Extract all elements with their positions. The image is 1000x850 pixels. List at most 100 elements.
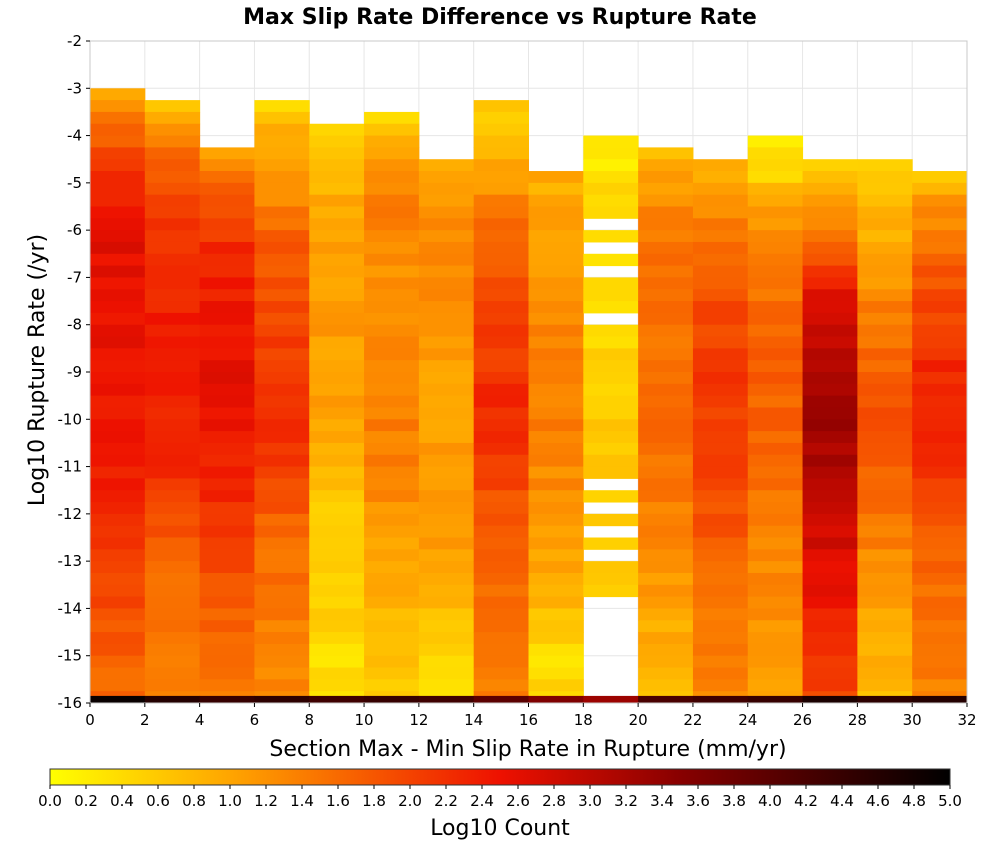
heatmap-cell [912,466,968,479]
heatmap-cell [364,194,420,207]
heatmap-cell [144,454,201,468]
heatmap-cell [309,643,365,657]
heatmap-cell [144,525,201,538]
heatmap-cell [199,643,255,657]
heatmap-cell [692,194,749,207]
heatmap-cell [473,466,529,479]
heatmap-cell [144,171,201,184]
heatmap-cell [583,490,639,503]
heatmap-cell [747,135,804,148]
heatmap-cell [528,478,584,491]
heatmap-cell [418,431,475,444]
heatmap-cell [692,478,749,491]
heatmap-cell [802,549,858,562]
heatmap-cell [692,301,749,314]
heatmap-cell [364,667,420,680]
heatmap-cell [418,289,475,302]
heatmap-cell [802,454,858,468]
heatmap-cell [418,407,475,420]
heatmap-cell [638,312,694,326]
heatmap-cell [144,667,201,680]
heatmap-cell [747,218,804,231]
heatmap-cell [528,584,584,598]
heatmap-cell [364,490,420,503]
heatmap-cell [473,395,529,408]
heatmap-cell [364,289,420,302]
heatmap-cell [692,289,749,302]
heatmap-cell [528,691,584,697]
y-tick-label: -14 [58,599,83,617]
heatmap-cell [583,431,639,444]
heatmap-cell [912,277,968,290]
heatmap-cell [583,372,639,385]
heatmap-cell [583,407,639,420]
heatmap-cell-bottom [802,695,858,703]
x-tick-label: 18 [574,711,593,729]
heatmap-cell [528,253,584,267]
heatmap-cell [528,655,584,669]
colorbar-tick-label: 4.0 [758,792,782,810]
heatmap-cell [802,218,858,231]
heatmap-cell [638,230,694,243]
heatmap-cell [199,691,255,697]
heatmap-cell [364,407,420,420]
y-tick-label: -13 [58,552,83,570]
heatmap-cell [857,206,913,219]
heatmap-cell [254,395,310,408]
heatmap-cell [692,454,749,468]
heatmap-cell [254,620,310,633]
colorbar-tick-label: 2.0 [398,792,422,810]
heatmap-cell [473,679,529,692]
heatmap-cell-bottom [692,695,749,703]
heatmap-cell [747,525,804,538]
heatmap-cell [857,442,913,456]
heatmap-cell [199,312,255,326]
x-tick-label: 12 [409,711,428,729]
heatmap-cell [90,100,146,113]
x-tick-label: 32 [957,711,976,729]
heatmap-cell [418,537,475,550]
heatmap-cell [638,206,694,219]
heatmap-cell [747,620,804,633]
x-tick-label: 22 [683,711,702,729]
heatmap-cell [254,123,310,137]
heatmap-cell [912,561,968,574]
heatmap-cell [692,348,749,361]
heatmap-cell [912,431,968,444]
heatmap-cell [309,596,365,609]
heatmap-cell [309,667,365,680]
heatmap-cell [692,265,749,278]
heatmap-cell [912,241,968,255]
heatmap-cell [309,265,365,278]
heatmap-cell [90,478,146,491]
heatmap-cell [912,265,968,278]
heatmap-cell-bottom [364,695,420,703]
heatmap-cell [583,442,639,456]
heatmap-cell [747,502,804,515]
heatmap-cell [747,301,804,314]
heatmap-cell [638,490,694,503]
heatmap-cell [638,525,694,538]
heatmap-cell [528,218,584,231]
colorbar-tick-label: 3.2 [614,792,638,810]
heatmap-cell [418,419,475,432]
heatmap-cell [199,442,255,456]
heatmap-cell [418,502,475,515]
heatmap-cell [912,596,968,609]
heatmap-cell [583,253,639,267]
heatmap-cell [364,301,420,314]
heatmap-cell [199,253,255,267]
heatmap-cell [692,312,749,326]
heatmap-cell-bottom [638,695,694,703]
y-tick-label: -7 [67,268,82,286]
y-axis-label: Log10 Rupture Rate (/yr) [25,234,50,506]
heatmap-cell [254,667,310,680]
heatmap-cell [254,277,310,290]
heatmap-cell [364,253,420,267]
heatmap-cell [802,513,858,527]
heatmap-cell [254,147,310,160]
heatmap-cell [528,667,584,680]
heatmap-cell [528,336,584,349]
colorbar-tick-label: 0.0 [38,792,62,810]
